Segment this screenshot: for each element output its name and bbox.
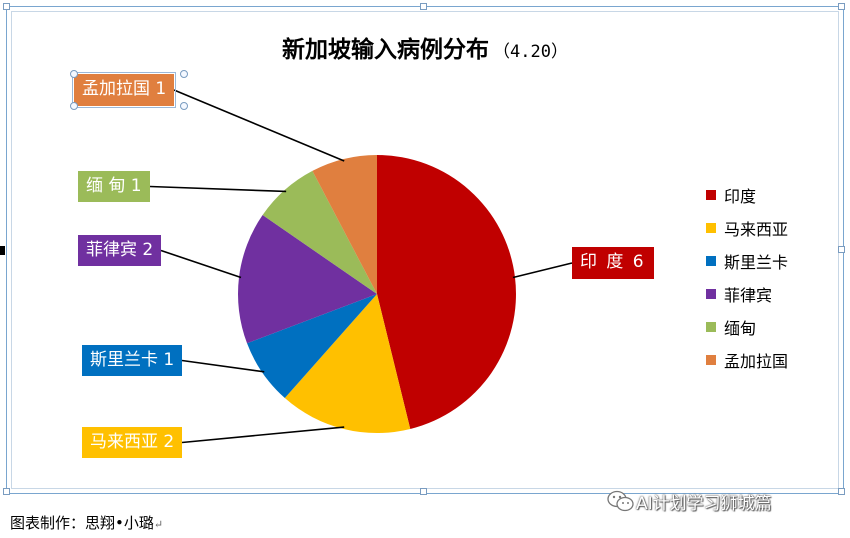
legend-label-myanmar: 缅甸: [724, 318, 757, 338]
legend-label-philippines: 菲律宾: [724, 285, 773, 305]
watermark-text: AI计划学习狮城篇: [636, 493, 772, 514]
credit-text: 图表制作：思翔•小璐: [10, 514, 154, 532]
leader-line-india: [512, 262, 573, 279]
pie-slice-philippines[interactable]: [238, 215, 377, 344]
wechat-icon: [607, 490, 634, 512]
resize-handle-top-left[interactable]: [3, 3, 10, 10]
data-label-malaysia[interactable]: 马来西亚 2: [82, 427, 183, 458]
chart-legend[interactable]: 印度 马来西亚 斯里兰卡 菲律宾 缅甸 孟加拉国: [706, 178, 788, 376]
legend-label-malaysia: 马来西亚: [724, 219, 789, 239]
resize-handle-top[interactable]: [420, 3, 427, 10]
legend-swatch-philippines: [706, 288, 716, 299]
resize-handle-bottom[interactable]: [420, 488, 427, 495]
legend-label-sri-lanka: 斯里兰卡: [724, 252, 789, 272]
legend-label-india: 印度: [724, 186, 757, 206]
data-label-india[interactable]: 印 度 6: [572, 247, 654, 279]
legend-item-bangladesh[interactable]: 孟加拉国: [706, 343, 788, 376]
chart-title[interactable]: 新加坡输入病例分布 （4.20）: [0, 30, 850, 64]
paragraph-mark: ↵: [153, 518, 164, 531]
legend-swatch-myanmar: [706, 321, 716, 332]
legend-item-malaysia[interactable]: 马来西亚: [706, 211, 788, 244]
legend-swatch-malaysia: [706, 222, 716, 233]
chart-title-main: 新加坡输入病例分布: [282, 37, 490, 63]
pie-slice-bangladesh[interactable]: [312, 155, 377, 294]
pie-slice-myanmar[interactable]: [262, 170, 377, 294]
pie-slice-sri-lanka[interactable]: [247, 294, 377, 399]
label-selection-handle[interactable]: [180, 70, 188, 78]
legend-item-india[interactable]: 印度: [706, 178, 788, 211]
label-selection-handle[interactable]: [70, 70, 78, 78]
leader-line-malaysia: [181, 426, 345, 444]
data-label-bangladesh[interactable]: 孟加拉国 1: [71, 72, 177, 108]
leader-line-myanmar: [149, 185, 287, 193]
resize-handle-right[interactable]: [838, 246, 845, 253]
pie-slice-malaysia[interactable]: [284, 294, 411, 433]
legend-item-philippines[interactable]: 菲律宾: [706, 277, 788, 310]
legend-swatch-india: [706, 189, 716, 200]
label-selection-handle[interactable]: [70, 102, 78, 110]
leader-line-bangladesh: [173, 89, 345, 162]
data-label-sri-lanka[interactable]: 斯里兰卡 1: [82, 345, 183, 376]
leader-line-sri-lanka: [181, 359, 265, 373]
data-label-myanmar[interactable]: 缅 甸 1: [78, 171, 150, 202]
resize-handle-bottom-right[interactable]: [838, 488, 845, 495]
pie-slice-india[interactable]: [377, 155, 516, 429]
label-selection-handle[interactable]: [180, 102, 188, 110]
chart-credit: 图表制作：思翔•小璐↵: [10, 512, 163, 533]
legend-label-bangladesh: 孟加拉国: [724, 351, 789, 371]
resize-handle-top-right[interactable]: [838, 3, 845, 10]
data-label-philippines[interactable]: 菲律宾 2: [78, 235, 162, 266]
legend-item-myanmar[interactable]: 缅甸: [706, 310, 788, 343]
legend-swatch-bangladesh: [706, 354, 716, 365]
chart-title-date: （4.20）: [493, 42, 568, 62]
resize-handle-left[interactable]: [0, 246, 5, 255]
watermark: AI计划学习狮城篇: [606, 488, 772, 514]
resize-handle-bottom-left[interactable]: [3, 488, 10, 495]
legend-swatch-sri-lanka: [706, 255, 716, 266]
legend-item-sri-lanka[interactable]: 斯里兰卡: [706, 244, 788, 277]
leader-line-philippines: [160, 249, 242, 279]
